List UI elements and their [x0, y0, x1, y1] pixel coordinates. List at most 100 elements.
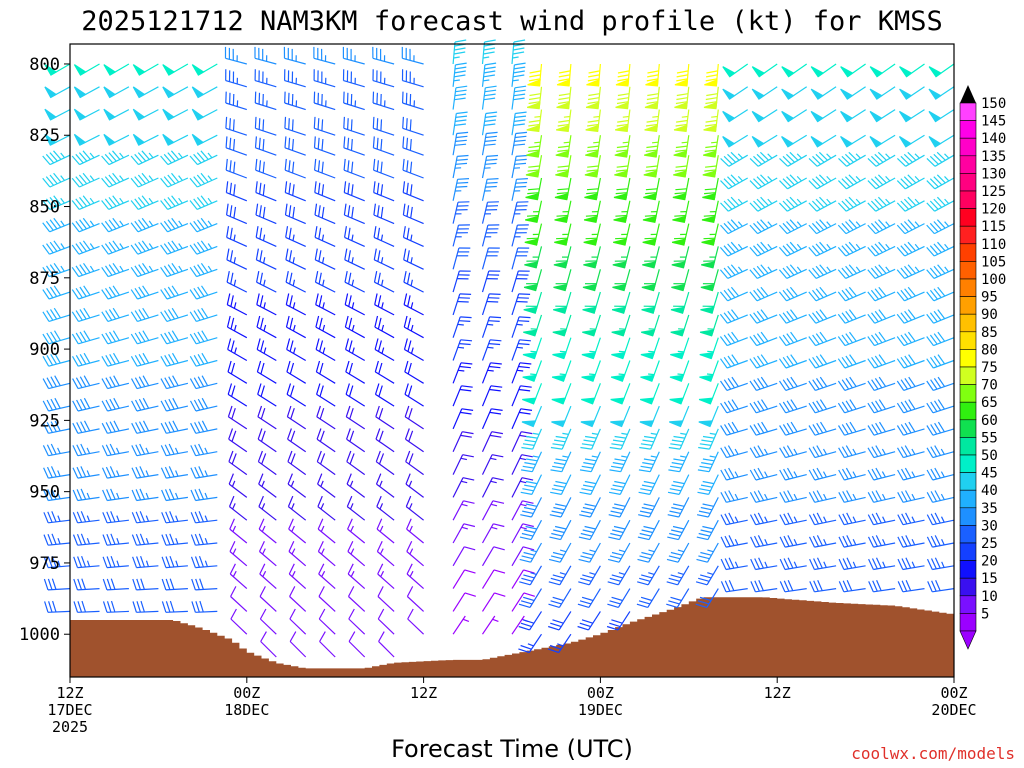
wind-barb	[926, 196, 955, 212]
wind-barb	[160, 217, 189, 233]
wind-barb	[808, 399, 837, 414]
wind-barb	[781, 134, 808, 148]
wind-barb	[481, 546, 505, 567]
wind-barb	[226, 293, 248, 316]
wind-barb	[722, 109, 749, 123]
wind-barb	[719, 331, 748, 347]
wind-barb	[868, 557, 896, 571]
wind-barb	[452, 339, 473, 361]
wind-barb	[42, 375, 71, 390]
wind-barb	[511, 247, 530, 270]
wind-barb	[720, 445, 748, 459]
wind-barb	[520, 474, 543, 495]
wind-barb	[481, 224, 500, 247]
wind-barb	[257, 450, 277, 476]
wind-barb	[809, 557, 837, 571]
wind-barb	[808, 309, 837, 324]
wind-barb	[160, 150, 189, 166]
wind-barb	[101, 195, 130, 210]
wind-barb	[285, 315, 306, 339]
wind-barb	[160, 330, 189, 345]
wind-barb	[896, 196, 925, 212]
wind-barb	[314, 158, 336, 179]
wind-barb	[637, 565, 660, 586]
wind-barb	[697, 474, 719, 495]
wind-barb	[160, 262, 189, 278]
wind-barb	[73, 108, 100, 121]
wind-barb	[189, 397, 218, 412]
wind-barb	[612, 269, 631, 292]
wind-barb	[130, 195, 159, 210]
wind-barb	[346, 473, 366, 498]
wind-barb	[373, 270, 395, 293]
wind-barb	[255, 181, 277, 202]
wind-barb	[520, 497, 543, 518]
wind-barb	[867, 467, 896, 481]
wind-barb	[377, 608, 395, 635]
wind-barb	[130, 150, 159, 166]
wind-barb	[401, 69, 424, 88]
wind-barb	[838, 535, 866, 548]
wind-barb	[347, 540, 366, 567]
wind-barb	[160, 397, 189, 412]
y-tick-label: 925	[29, 411, 60, 431]
wind-barb	[229, 563, 248, 590]
wind-barb	[511, 592, 535, 612]
wind-barb	[160, 307, 189, 322]
wind-barb	[674, 63, 690, 87]
wind-barb	[377, 563, 395, 590]
wind-barb	[781, 63, 808, 78]
wind-barb	[101, 172, 130, 188]
colorbar-label: 85	[981, 325, 998, 341]
wind-barb	[284, 203, 306, 225]
wind-barb	[374, 293, 395, 316]
wind-barb	[343, 91, 365, 111]
wind-barb	[481, 569, 506, 589]
colorbar-label: 40	[981, 483, 998, 499]
x-tick-label: 12Z	[56, 684, 83, 702]
wind-barb	[102, 533, 129, 546]
wind-barb	[72, 375, 100, 390]
wind-barb	[481, 62, 497, 87]
wind-barb	[452, 131, 469, 156]
wind-barb	[452, 293, 472, 316]
wind-barb	[372, 46, 395, 65]
wind-barb	[345, 405, 366, 430]
wind-barb	[402, 158, 424, 179]
wind-barb	[548, 565, 572, 586]
wind-barb	[131, 488, 159, 502]
wind-barb	[926, 467, 955, 481]
wind-barb	[511, 316, 531, 338]
wind-barb	[554, 200, 572, 224]
wind-barb	[73, 578, 100, 591]
wind-barb	[640, 360, 660, 382]
wind-barb	[190, 533, 218, 546]
colorbar-swatch	[959, 155, 977, 174]
wind-barb	[71, 150, 100, 166]
wind-barb	[810, 109, 837, 123]
wind-barb	[926, 490, 955, 503]
wind-barb	[285, 226, 306, 247]
x-tick-label: 12Z	[764, 684, 791, 702]
wind-barb	[316, 450, 336, 476]
colorbar-swatch	[959, 366, 977, 385]
wind-barb	[896, 421, 925, 436]
x-tick-label: 00Z	[233, 684, 260, 702]
wind-barb	[781, 86, 808, 100]
colorbar-swatch	[959, 542, 977, 561]
wind-barb	[402, 136, 424, 156]
wind-barb	[720, 490, 748, 503]
wind-barb	[287, 473, 307, 498]
wind-barb	[522, 360, 543, 382]
wind-barb	[926, 512, 955, 526]
wind-barb	[161, 511, 188, 524]
wind-barb	[402, 116, 424, 136]
wind-barb	[254, 46, 277, 65]
wind-barb	[132, 600, 159, 613]
wind-barb	[700, 269, 719, 292]
wind-barb	[869, 86, 896, 100]
wind-barb	[637, 542, 660, 563]
wind-barb	[452, 431, 474, 452]
wind-barb	[344, 248, 365, 270]
colorbar-label: 120	[981, 202, 1006, 218]
